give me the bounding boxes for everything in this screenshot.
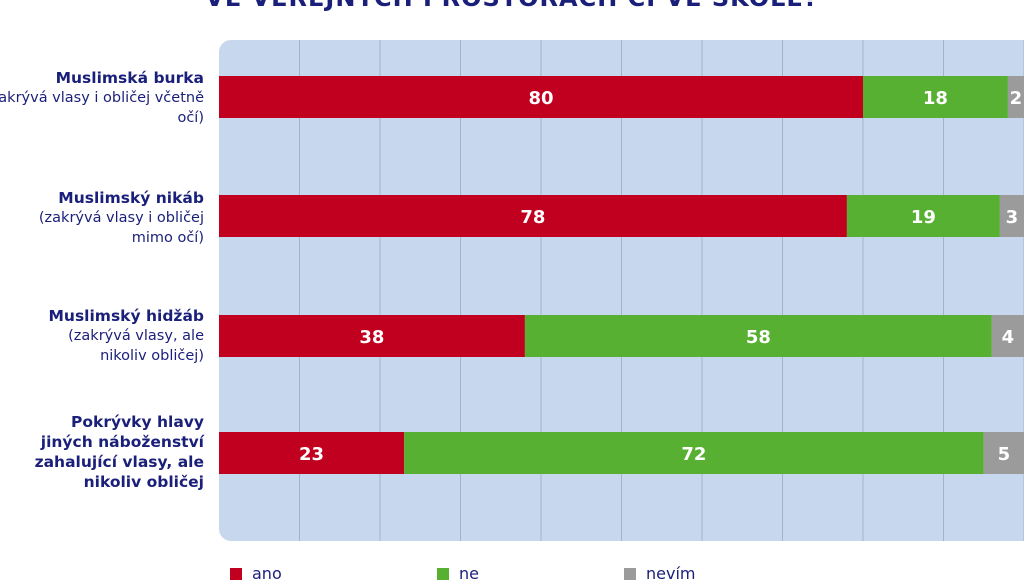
category-label-other: Pokrývky hlavy jiných náboženství zahalu…	[19, 412, 204, 492]
bar-segment-ano	[219, 76, 863, 118]
data-label: 3	[1006, 207, 1019, 228]
data-label: 2	[1010, 88, 1023, 109]
legend-item-ne: ne	[437, 564, 479, 583]
legend-swatch-ne	[437, 567, 449, 580]
legend-label-nevim: nevím	[646, 564, 696, 583]
data-label: 5	[998, 444, 1011, 465]
bar-segment-ano	[219, 315, 525, 357]
category-label-hidzab: Muslimský hidžáb (zakrývá vlasy, ale nik…	[34, 306, 204, 366]
bar-segment-nevím	[983, 432, 1024, 474]
category-subtitle: (zakrývá vlasy i obličej včetně očí)	[0, 90, 204, 126]
legend-swatch-nevim	[624, 567, 636, 580]
data-label: 38	[359, 327, 384, 348]
bar-segment-ano	[219, 432, 405, 474]
bar-segment-ne	[524, 315, 992, 357]
category-title: Muslimský hidžáb	[48, 307, 204, 325]
category-label-nikab: Muslimský nikáb (zakrývá vlasy i obličej…	[24, 188, 204, 248]
category-label-burka: Muslimská burka (zakrývá vlasy i obličej…	[0, 68, 204, 128]
legend-item-nevim: nevím	[624, 564, 695, 583]
data-label: 72	[681, 444, 706, 465]
data-label: 18	[923, 88, 948, 109]
bar-segment-ne	[846, 195, 1000, 237]
data-label: 78	[520, 207, 545, 228]
category-title: Pokrývky hlavy jiných náboženství zahalu…	[34, 413, 204, 491]
legend-label-ne: ne	[459, 564, 479, 583]
data-label: 19	[911, 207, 936, 228]
bar-segment-ano	[219, 195, 847, 237]
legend-item-ano: ano	[230, 564, 282, 583]
bar-segment-nevím	[1007, 76, 1024, 118]
category-title: Muslimský nikáb	[58, 189, 204, 207]
bar-segment-ne	[863, 76, 1008, 118]
bar-segment-nevím	[999, 195, 1024, 237]
data-label: 58	[746, 327, 771, 348]
chart-title: VE VEŘEJNÝCH PROSTORÁCH ČI VE ŠKOLE?	[0, 0, 1024, 12]
legend-label-ano: ano	[252, 564, 282, 583]
legend-swatch-ano	[230, 567, 242, 580]
legend: ano ne nevím	[0, 564, 1024, 584]
category-title: Muslimská burka	[55, 69, 204, 87]
category-subtitle: (zakrývá vlasy i obličej mimo očí)	[38, 210, 204, 246]
bar-segment-ne	[404, 432, 984, 474]
bar-segment-nevím	[991, 315, 1024, 357]
data-label: 23	[299, 444, 324, 465]
data-label: 4	[1002, 327, 1015, 348]
data-label: 80	[528, 88, 553, 109]
category-subtitle: (zakrývá vlasy, ale nikoliv obličej)	[68, 328, 204, 364]
